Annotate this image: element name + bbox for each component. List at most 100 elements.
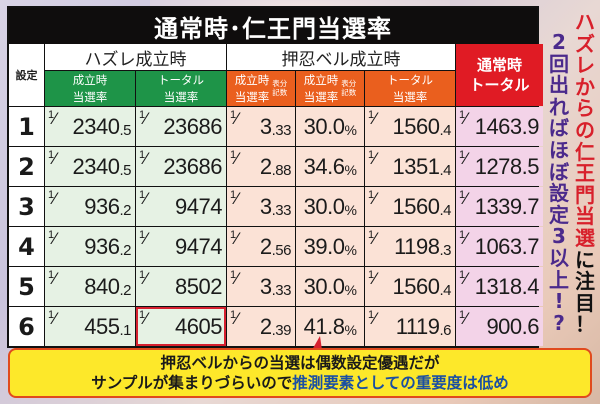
caption-char: 当 [575,204,595,229]
cell-normal-total: 1⁄ 1278.5 [456,147,543,186]
fraction-one-over: 1⁄ [459,109,467,128]
row-setting-label: 4 [9,227,44,266]
value-main: 936 [84,233,120,259]
value-main: 1339.7 [474,193,540,219]
fraction-one-over: 1⁄ [139,229,147,248]
fraction-one-over: 1⁄ [230,229,238,248]
fraction-one-over: 1⁄ [368,229,376,248]
fraction-one-over: 1⁄ [139,309,147,328]
row-setting-label: 6 [9,307,44,346]
cell-hazure-rate: 1⁄ 840.2 [45,267,135,306]
fraction-one-over: 1⁄ [230,269,238,288]
caption-char: 3 [552,224,566,249]
header-hazure-rate: 成立時 当選率 [45,71,135,106]
value-main: 39.0 [303,233,345,259]
cell-hazure-rate: 1⁄ 2340.5 [45,107,135,146]
note-line2: 記数 [272,87,288,97]
value-main: 2 [259,153,272,179]
header-oshinobi-group: 押忍ベル成立時 [227,44,455,70]
cell-oshinobi-rate-percent: 39.0% [296,227,364,266]
fraction-one-over: 1⁄ [48,309,56,328]
cell-oshinobi-total: 1⁄ 1560.4 [365,187,455,226]
cell-oshinobi-rate-percent: 41.8% [296,307,364,346]
cell-normal-total: 1⁄ 1463.9 [456,107,543,146]
fraction-one-over: 1⁄ [139,189,147,208]
value-decimal: .2 [119,242,131,259]
header-normal-total: 通常時 トータル [456,44,543,106]
fraction-one-over: 1⁄ [48,269,56,288]
value-main: 2 [259,313,272,339]
fraction-one-over: 1⁄ [368,109,376,128]
fraction-one-over: 1⁄ [459,229,467,248]
cell-oshinobi-total: 1⁄ 1560.4 [365,107,455,146]
value-main: 1198 [394,233,440,259]
fraction-one-over: 1⁄ [459,189,467,208]
cell-hazure-rate: 1⁄ 936.2 [45,227,135,266]
cell-oshinobi-rate-fraction: 1⁄ 2.88 [227,147,295,186]
value-main: 2340 [72,153,120,179]
value-main: 30.0 [303,193,345,219]
header-normal-total-line1: 通常時 [476,55,522,74]
header-oshinobi-rate-percent: 成立時 当選率 表分 記数 [296,71,364,106]
cell-hazure-rate: 1⁄ 455.1 [45,307,135,346]
header-oshinobi-total: トータル 当選率 [365,71,455,106]
caption-char: ！ [575,312,595,337]
fraction-one-over: 1⁄ [368,269,376,288]
value-main: 1351 [392,153,440,179]
value-main: 840 [84,273,120,299]
fraction-one-over: 1⁄ [48,109,56,128]
cell-oshinobi-rate-percent: 30.0% [296,267,364,306]
row-setting-label: 5 [9,267,44,306]
fraction-one-over: 1⁄ [368,189,376,208]
header-settei: 設定 [9,44,44,106]
cell-normal-total: 1⁄ 1339.7 [456,187,543,226]
percent-sign: % [344,202,357,218]
side-caption-red: ハズレからの仁王門当選に注目！ [575,11,595,337]
cell-oshinobi-rate-fraction: 1⁄ 3.33 [227,187,295,226]
cell-hazure-rate: 1⁄ 936.2 [45,187,135,226]
fraction-one-over: 1⁄ [230,149,238,168]
value-main: 23686 [163,153,222,179]
odds-table: 通常時･仁王門当選率 設定 ハズレ成立時 押忍ベル成立時 通常時 トータル 成立… [7,6,543,348]
caption-char: 目 [575,290,595,315]
value-decimal: .4 [439,162,451,179]
fraction-one-over: 1⁄ [459,149,467,168]
cell-hazure-total: 1⁄ 4605 [136,307,226,346]
value-decimal: .4 [439,282,451,299]
header-line1: トータル [158,73,204,88]
row-setting-label: 2 [9,147,44,186]
value-decimal: .5 [119,162,131,179]
side-caption-purple: 2 回出ればほぼ設定 3 以上!? [549,31,569,334]
fraction-one-over: 1⁄ [139,149,147,168]
value-main: 9474 [175,193,222,219]
cell-oshinobi-rate-percent: 30.0% [296,107,364,146]
caption-char: に [575,247,595,272]
value-decimal: .56 [271,242,292,259]
header-hazure-total: トータル 当選率 [136,71,226,106]
fraction-notation-note: 表分 記数 [341,79,357,97]
caption-char: 門 [575,182,595,207]
value-main: 41.8 [303,313,345,339]
value-main: 455 [84,313,120,339]
value-main: 3 [259,113,272,139]
value-decimal: .6 [439,322,451,339]
note-line1: 表分 [272,79,288,89]
cell-oshinobi-total: 1⁄ 1351.4 [365,147,455,186]
value-main: 4605 [175,313,222,339]
value-main: 30.0 [303,113,345,139]
fraction-one-over: 1⁄ [139,269,147,288]
fraction-one-over: 1⁄ [230,109,238,128]
caption-char: ら [575,96,595,121]
value-main: 3 [259,273,272,299]
fraction-one-over: 1⁄ [230,189,238,208]
caption-char: 定 [549,202,569,227]
cell-oshinobi-rate-percent: 34.6% [296,147,364,186]
value-decimal: .1 [119,322,131,339]
value-decimal: .4 [439,122,451,139]
cell-normal-total: 1⁄ 900.6 [456,307,543,346]
value-decimal: .33 [271,122,292,139]
caption-char: 選 [575,225,595,250]
cell-hazure-total: 1⁄ 9474 [136,187,226,226]
caption-char: ズ [575,31,595,56]
note-line2: 記数 [341,87,357,97]
